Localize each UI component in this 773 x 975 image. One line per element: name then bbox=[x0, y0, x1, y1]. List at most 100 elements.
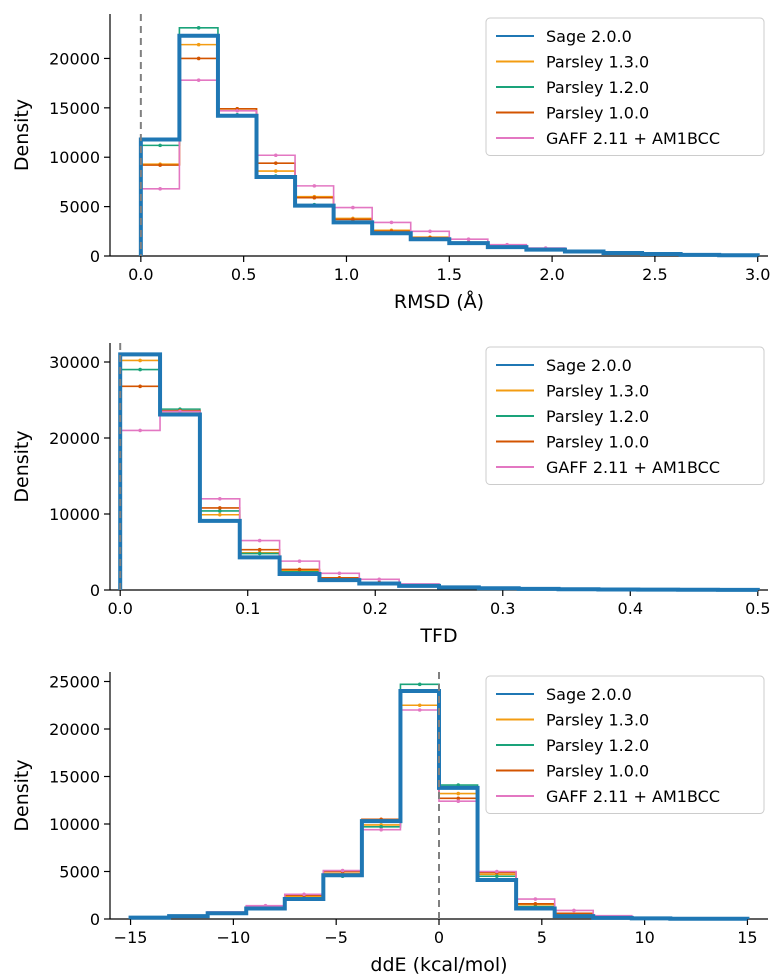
bin-marker bbox=[257, 547, 262, 552]
x-axis-label: ddE (kcal/mol) bbox=[370, 954, 507, 975]
bin-marker bbox=[312, 184, 317, 188]
bin-marker bbox=[178, 409, 182, 414]
x-tick-label: −5 bbox=[324, 928, 348, 947]
bin-marker bbox=[302, 892, 306, 897]
y-axis-label: Density bbox=[11, 759, 33, 831]
bin-marker bbox=[572, 908, 576, 913]
bin-marker bbox=[196, 42, 201, 47]
bin-marker bbox=[533, 902, 538, 906]
legend-entry-label: Parsley 1.2.0 bbox=[546, 78, 649, 97]
bin-marker bbox=[273, 169, 278, 173]
x-tick-label: 0.0 bbox=[128, 265, 153, 284]
y-tick-label: 30000 bbox=[49, 353, 100, 372]
bin-marker bbox=[337, 571, 342, 576]
bin-marker bbox=[377, 577, 382, 582]
bin-marker bbox=[456, 791, 461, 796]
legend-entry-label: Parsley 1.3.0 bbox=[546, 53, 649, 72]
histogram-step-line bbox=[138, 33, 760, 258]
bin-marker bbox=[235, 109, 240, 113]
legend: Sage 2.0.0 Parsley 1.3.0 Parsley 1.2.0 Pars… bbox=[485, 17, 765, 156]
x-tick-label: 0.0 bbox=[107, 599, 132, 618]
bin-marker bbox=[533, 897, 538, 901]
x-tick-label: 3.0 bbox=[745, 265, 770, 284]
tfd-histogram-panel: 0.0 0.1 0.2 0.3 0.4 0.5 0 10000 20000 30000 TFD Den… bbox=[11, 343, 771, 647]
bin-marker bbox=[273, 153, 278, 158]
bin-marker bbox=[158, 163, 162, 167]
x-tick-label: 0.4 bbox=[618, 599, 643, 618]
bin-marker bbox=[466, 237, 471, 242]
legend-entry-label: GAFF 2.11 + AM1BCC bbox=[546, 129, 720, 148]
x-tick-label: 0.5 bbox=[745, 599, 770, 618]
legend-box bbox=[485, 346, 765, 485]
bin-marker bbox=[196, 78, 201, 82]
bin-marker bbox=[218, 497, 222, 501]
y-tick-label: 25000 bbox=[49, 673, 100, 692]
bin-marker bbox=[456, 796, 461, 801]
y-tick-label: 0 bbox=[90, 247, 100, 266]
x-axis-label: RMSD (Å) bbox=[394, 290, 484, 313]
bin-marker bbox=[417, 708, 422, 712]
bin-marker bbox=[379, 827, 383, 832]
legend-entry-label: GAFF 2.11 + AM1BCC bbox=[546, 458, 720, 477]
legend-entry-label: Parsley 1.0.0 bbox=[546, 762, 649, 781]
bin-marker bbox=[456, 799, 461, 803]
bin-marker bbox=[218, 509, 222, 513]
bin-marker bbox=[257, 538, 262, 543]
y-tick-label: 5000 bbox=[59, 863, 100, 882]
x-tick-label: 2.5 bbox=[642, 265, 667, 284]
bin-marker bbox=[495, 874, 499, 879]
y-tick-label: 15000 bbox=[49, 768, 100, 787]
bin-marker bbox=[257, 551, 262, 556]
legend: Sage 2.0.0 Parsley 1.3.0 Parsley 1.2.0 Pars… bbox=[485, 675, 765, 814]
bin-marker bbox=[417, 682, 422, 687]
x-tick-label: 2.0 bbox=[539, 265, 564, 284]
legend-entry-label: Sage 2.0.0 bbox=[546, 27, 632, 46]
rmsd-histogram-panel: 0.0 0.5 1.0 1.5 2.0 2.5 3.0 0 5000 10000 15000 2000… bbox=[11, 14, 770, 313]
x-tick-label: 1.0 bbox=[334, 265, 359, 284]
histogram-step-line bbox=[128, 689, 750, 921]
y-tick-label: 0 bbox=[90, 581, 100, 600]
bin-marker bbox=[417, 703, 422, 708]
dde-histogram-panel: −15 −10 −5 0 5 10 15 0 5000 10000 15000 20000 25000 d… bbox=[11, 672, 768, 975]
bin-marker bbox=[297, 559, 302, 563]
legend-box bbox=[485, 17, 765, 156]
y-axis-label: Density bbox=[11, 99, 33, 171]
x-tick-label: 0.1 bbox=[235, 599, 260, 618]
bin-marker bbox=[196, 26, 201, 30]
x-tick-label: −15 bbox=[114, 928, 148, 947]
y-tick-label: 5000 bbox=[59, 198, 100, 217]
legend-entry-label: Parsley 1.2.0 bbox=[546, 407, 649, 426]
bin-marker bbox=[218, 506, 222, 510]
legend-entry-label: Parsley 1.3.0 bbox=[546, 382, 649, 401]
x-tick-label: 15 bbox=[737, 928, 757, 947]
bin-marker bbox=[379, 825, 383, 829]
bin-marker bbox=[340, 868, 345, 873]
legend: Sage 2.0.0 Parsley 1.3.0 Parsley 1.2.0 Pars… bbox=[485, 346, 765, 485]
bin-marker bbox=[138, 428, 142, 433]
legend-entry-label: Parsley 1.0.0 bbox=[546, 433, 649, 452]
bin-marker bbox=[138, 358, 142, 363]
bin-marker bbox=[389, 220, 394, 225]
x-tick-label: 0.2 bbox=[363, 599, 388, 618]
y-tick-label: 10000 bbox=[49, 815, 100, 834]
x-tick-label: −10 bbox=[216, 928, 250, 947]
x-axis-label: TFD bbox=[419, 625, 457, 647]
x-tick-label: 0.3 bbox=[490, 599, 515, 618]
y-tick-label: 10000 bbox=[49, 505, 100, 524]
bin-marker bbox=[297, 567, 302, 572]
y-tick-label: 20000 bbox=[49, 49, 100, 68]
bin-marker bbox=[273, 161, 278, 165]
bin-marker bbox=[351, 217, 355, 222]
bin-marker bbox=[138, 367, 142, 372]
x-tick-label: 5 bbox=[537, 928, 547, 947]
bin-marker bbox=[312, 195, 317, 200]
legend-entry-label: Sage 2.0.0 bbox=[546, 685, 632, 704]
x-tick-label: 0.5 bbox=[231, 265, 256, 284]
bin-marker bbox=[218, 512, 222, 517]
x-tick-label: 0 bbox=[434, 928, 444, 947]
legend-entry-label: Parsley 1.2.0 bbox=[546, 736, 649, 755]
y-tick-label: 20000 bbox=[49, 429, 100, 448]
y-tick-label: 0 bbox=[90, 910, 100, 929]
bin-marker bbox=[158, 187, 162, 191]
